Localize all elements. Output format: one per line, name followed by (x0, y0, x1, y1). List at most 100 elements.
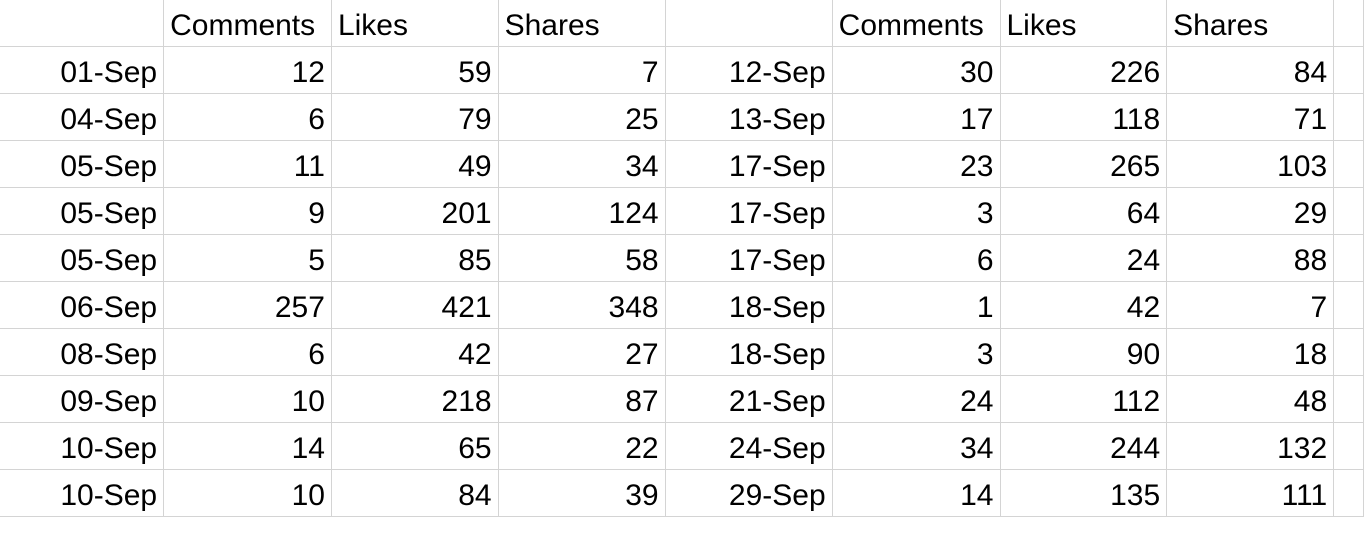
value-cell[interactable]: 1 (831, 280, 1001, 329)
date-cell[interactable]: 06-Sep (0, 280, 165, 329)
date-cell[interactable]: 12-Sep (664, 45, 833, 94)
date-cell[interactable]: 09-Sep (0, 374, 165, 423)
value-cell[interactable]: 201 (330, 186, 499, 235)
date-cell[interactable]: 10-Sep (0, 421, 165, 470)
value-cell[interactable]: 111 (1166, 468, 1335, 517)
date-cell[interactable]: 17-Sep (664, 233, 833, 282)
value-cell[interactable]: 5 (163, 233, 332, 282)
value-cell[interactable]: 34 (497, 139, 666, 188)
value-cell[interactable]: 88 (1166, 233, 1335, 282)
value-cell[interactable]: 71 (1166, 92, 1335, 141)
date-cell[interactable]: 18-Sep (664, 327, 833, 376)
empty-cell[interactable] (1333, 45, 1364, 94)
header-cell[interactable]: Likes (330, 0, 499, 47)
date-cell[interactable]: 17-Sep (664, 139, 833, 188)
date-cell[interactable]: 08-Sep (0, 327, 165, 376)
date-cell[interactable]: 05-Sep (0, 139, 165, 188)
value-cell[interactable]: 42 (330, 327, 499, 376)
value-cell[interactable]: 124 (497, 186, 666, 235)
value-cell[interactable]: 48 (1166, 374, 1335, 423)
date-cell[interactable]: 05-Sep (0, 186, 165, 235)
value-cell[interactable]: 348 (497, 280, 666, 329)
date-cell[interactable]: 18-Sep (664, 280, 833, 329)
value-cell[interactable]: 24 (999, 233, 1168, 282)
value-cell[interactable]: 14 (831, 468, 1001, 517)
value-cell[interactable]: 7 (497, 45, 666, 94)
value-cell[interactable]: 11 (163, 139, 332, 188)
value-cell[interactable]: 135 (999, 468, 1168, 517)
empty-cell[interactable] (1333, 0, 1364, 47)
value-cell[interactable]: 6 (163, 327, 332, 376)
value-cell[interactable]: 85 (330, 233, 499, 282)
value-cell[interactable]: 58 (497, 233, 666, 282)
value-cell[interactable]: 49 (330, 139, 499, 188)
value-cell[interactable]: 79 (330, 92, 499, 141)
value-cell[interactable]: 34 (831, 421, 1001, 470)
value-cell[interactable]: 30 (831, 45, 1001, 94)
header-cell[interactable]: Comments (163, 0, 332, 47)
value-cell[interactable]: 18 (1166, 327, 1335, 376)
empty-cell[interactable] (1333, 374, 1364, 423)
value-cell[interactable]: 3 (831, 327, 1001, 376)
date-cell[interactable]: 24-Sep (664, 421, 833, 470)
value-cell[interactable]: 24 (831, 374, 1001, 423)
value-cell[interactable]: 17 (831, 92, 1001, 141)
value-cell[interactable]: 87 (497, 374, 666, 423)
value-cell[interactable]: 39 (497, 468, 666, 517)
date-cell[interactable]: 01-Sep (0, 45, 165, 94)
value-cell[interactable]: 226 (999, 45, 1168, 94)
value-cell[interactable]: 3 (831, 186, 1001, 235)
value-cell[interactable]: 132 (1166, 421, 1335, 470)
value-cell[interactable]: 10 (163, 468, 332, 517)
value-cell[interactable]: 25 (497, 92, 666, 141)
value-cell[interactable]: 421 (330, 280, 499, 329)
value-cell[interactable]: 90 (999, 327, 1168, 376)
value-cell[interactable]: 14 (163, 421, 332, 470)
empty-cell[interactable] (1333, 280, 1364, 329)
header-cell[interactable]: Shares (497, 0, 666, 47)
date-cell[interactable]: 21-Sep (664, 374, 833, 423)
header-cell[interactable]: Comments (831, 0, 1001, 47)
value-cell[interactable]: 84 (330, 468, 499, 517)
value-cell[interactable]: 10 (163, 374, 332, 423)
value-cell[interactable]: 22 (497, 421, 666, 470)
empty-cell[interactable] (1333, 327, 1364, 376)
header-cell[interactable]: Shares (1166, 0, 1335, 47)
date-cell[interactable]: 04-Sep (0, 92, 165, 141)
value-cell[interactable]: 118 (999, 92, 1168, 141)
value-cell[interactable]: 65 (330, 421, 499, 470)
empty-cell[interactable] (1333, 92, 1364, 141)
value-cell[interactable]: 218 (330, 374, 499, 423)
value-cell[interactable]: 42 (999, 280, 1168, 329)
value-cell[interactable]: 84 (1166, 45, 1335, 94)
value-cell[interactable]: 244 (999, 421, 1168, 470)
header-cell[interactable]: Likes (999, 0, 1168, 47)
value-cell[interactable]: 9 (163, 186, 332, 235)
header-cell[interactable] (664, 0, 833, 47)
value-cell[interactable]: 6 (163, 92, 332, 141)
table-row: 05-Sep 9 201 124 17-Sep 3 64 29 (0, 186, 1364, 235)
value-cell[interactable]: 257 (163, 280, 332, 329)
date-cell[interactable]: 17-Sep (664, 186, 833, 235)
date-cell[interactable]: 29-Sep (664, 468, 833, 517)
value-cell[interactable]: 112 (999, 374, 1168, 423)
value-cell[interactable]: 7 (1166, 280, 1335, 329)
empty-cell[interactable] (1333, 139, 1364, 188)
date-cell[interactable]: 05-Sep (0, 233, 165, 282)
value-cell[interactable]: 29 (1166, 186, 1335, 235)
value-cell[interactable]: 59 (330, 45, 499, 94)
value-cell[interactable]: 103 (1166, 139, 1335, 188)
empty-cell[interactable] (1333, 233, 1364, 282)
value-cell[interactable]: 6 (831, 233, 1001, 282)
empty-cell[interactable] (1333, 468, 1364, 517)
header-cell[interactable] (0, 0, 165, 47)
value-cell[interactable]: 12 (163, 45, 332, 94)
empty-cell[interactable] (1333, 421, 1364, 470)
value-cell[interactable]: 23 (831, 139, 1001, 188)
value-cell[interactable]: 27 (497, 327, 666, 376)
value-cell[interactable]: 265 (999, 139, 1168, 188)
date-cell[interactable]: 10-Sep (0, 468, 165, 517)
empty-cell[interactable] (1333, 186, 1364, 235)
date-cell[interactable]: 13-Sep (664, 92, 833, 141)
value-cell[interactable]: 64 (999, 186, 1168, 235)
